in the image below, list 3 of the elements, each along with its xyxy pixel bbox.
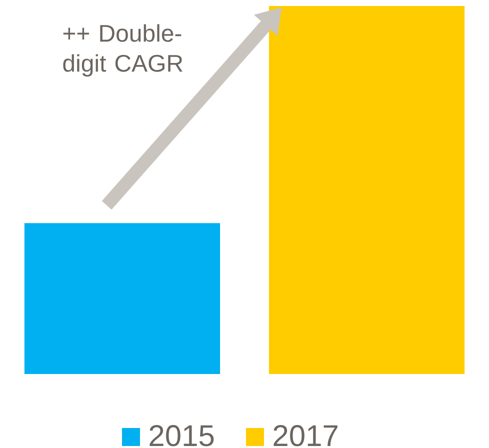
annotation: ++ Double-digit CAGR	[63, 24, 182, 77]
legend-label: 2017	[274, 425, 338, 446]
legend-label: 2015	[150, 425, 214, 446]
